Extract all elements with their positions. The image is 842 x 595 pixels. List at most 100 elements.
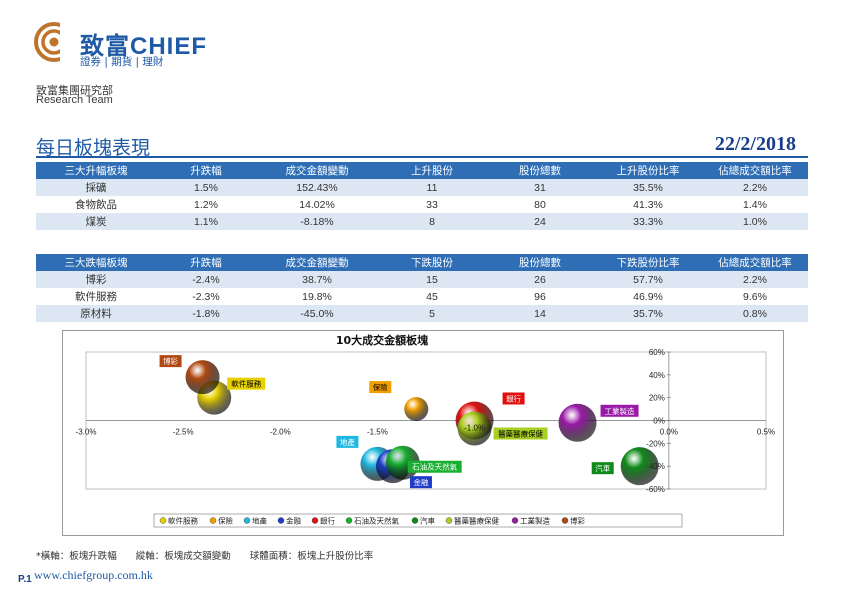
x-tick-label: -3.0% [76, 428, 97, 437]
y-tick-label: 40% [649, 371, 665, 380]
top-gainers-table: 三大升幅板塊 升跌幅 成交金額變動 上升股份 股份總數 上升股份比率 佔總成交額… [36, 162, 808, 230]
legend-marker [159, 517, 167, 524]
bubble-label-box [591, 462, 614, 475]
bubble-label: 保險 [373, 382, 388, 392]
legend-label: 軟件服務 [168, 516, 198, 526]
website-link[interactable]: www.chiefgroup.com.hk [34, 568, 153, 582]
column-header: 成交金額變動 [256, 162, 378, 179]
column-header: 下跌股份比率 [594, 254, 702, 271]
bubble [185, 360, 220, 395]
column-header: 升跌幅 [156, 162, 256, 179]
legend-label: 工業製造 [520, 516, 550, 526]
department-name: 致富集團研究部 [36, 84, 113, 97]
table-cell: 35.5% [594, 179, 702, 196]
column-header: 上升股份比率 [594, 162, 702, 179]
column-header: 佔總成交額比率 [702, 162, 808, 179]
table-cell: 46.9% [633, 290, 663, 303]
table-cell: 1.1% [156, 213, 256, 230]
report-date: 22/2/2018 [714, 133, 796, 155]
column-header: 三大跌幅板塊 [36, 254, 156, 271]
table-cell: 11 [378, 179, 486, 196]
bubble-label-box [409, 476, 432, 489]
chart-legend: 軟件服務 保險 地產 金融 銀行 石油及天然氣 汽車 醫藥醫療保健 工業製造 博彩 [153, 513, 683, 528]
column-header: 升跌幅 [156, 254, 256, 271]
legend-marker [411, 517, 419, 524]
bubble [457, 411, 492, 446]
table-cell: 15 [378, 271, 486, 288]
bubble-label: 銀行 [506, 394, 521, 404]
x-tick-label: -1.5% [367, 428, 388, 437]
legend-marker [311, 517, 319, 524]
table-cell: 1.0% [702, 213, 808, 230]
bubble [558, 403, 597, 442]
legend-label: 銀行 [320, 516, 335, 526]
top-losers-table: 三大跌幅板塊 升跌幅 成交金額變動 下跌股份 股份總數 下跌股份比率 佔總成交額… [36, 254, 808, 322]
table-cell: 45 [426, 290, 438, 303]
x-tick-label: 0.5% [757, 428, 775, 437]
team-name: Research Team [36, 94, 113, 106]
table-cell: 軟件服務 [75, 291, 117, 303]
legend-label: 地產 [252, 516, 267, 526]
table-row: 食物飲品 1.2% 14.02% 33 80 41.3% 1.4% [36, 196, 808, 213]
y-tick-label: -60% [646, 485, 665, 494]
legend-marker [561, 517, 569, 524]
table-cell: 38.7% [256, 271, 378, 288]
table-cell: 1.2% [194, 198, 218, 211]
legend-marker [277, 517, 285, 524]
bubble-label: 軟件服務 [231, 379, 261, 389]
table-cell: -2.3% [192, 290, 220, 303]
table-cell: 煤炭 [36, 213, 156, 230]
column-header: 三大升幅板塊 [36, 162, 156, 179]
chart-footnote: *橫軸：板塊升跌幅 縱軸：板塊成交額變動 球體面積：板塊上升股份比率 [36, 551, 374, 562]
table-cell: 2.2% [702, 271, 808, 288]
table-cell: 41.3% [633, 198, 663, 211]
table-row: 博彩 -2.4% 38.7% 15 26 57.7% 2.2% [36, 271, 808, 288]
bubble-label: 地產 [340, 437, 355, 447]
table-row: 原材料 -1.8% -45.0% 5 14 35.7% 0.8% [36, 305, 808, 322]
y-tick-label: -20% [646, 439, 665, 448]
legend-label: 保險 [218, 516, 233, 526]
title-divider [36, 156, 808, 158]
table-cell: 14.02% [299, 198, 335, 211]
bubble-label: 金融 [413, 477, 428, 487]
table-row: 軟件服務 -2.3% 19.8% 45 96 46.9% 9.6% [36, 288, 808, 305]
legend-label: 醫藥醫療保健 [454, 516, 499, 526]
table-cell: -2.4% [156, 271, 256, 288]
column-header: 上升股份 [378, 162, 486, 179]
table-header-row: 三大升幅板塊 升跌幅 成交金額變動 上升股份 股份總數 上升股份比率 佔總成交額… [36, 162, 808, 179]
column-header: 股份總數 [486, 162, 594, 179]
column-header: 下跌股份 [378, 254, 486, 271]
legend-marker [345, 517, 353, 524]
table-cell: 1.4% [743, 198, 767, 211]
legend-label: 石油及天然氣 [354, 516, 399, 526]
brand-name: 致富CHIEF [80, 33, 207, 60]
bubble [620, 447, 659, 486]
bubble [404, 397, 429, 422]
bubble-label: 汽車 [595, 463, 610, 473]
bubble-label-box [227, 377, 266, 390]
column-header: 成交金額變動 [256, 254, 378, 271]
table-cell: 9.6% [743, 290, 767, 303]
bubble-label-box [493, 427, 548, 440]
table-cell: 19.8% [302, 290, 332, 303]
bubble-label: 博彩 [163, 356, 178, 366]
y-tick-label: 20% [649, 394, 665, 403]
page-number: P.1 [18, 574, 32, 585]
table-cell: 31 [486, 179, 594, 196]
table-cell: 80 [534, 198, 546, 211]
table-cell: 食物飲品 [75, 199, 117, 211]
table-row: 採礦 1.5% 152.43% 11 31 35.5% 2.2% [36, 179, 808, 196]
table-cell: 博彩 [36, 271, 156, 288]
table-cell: 26 [486, 271, 594, 288]
legend-marker [445, 517, 453, 524]
column-header: 佔總成交額比率 [702, 254, 808, 271]
bubble-chart: 10大成交金額板塊 -3.0% -2.5% -2.0% -1.5% 0.0% 0.5% 60… [76, 333, 775, 528]
bubble-label: 工業製造 [605, 406, 635, 416]
legend-label: 博彩 [570, 516, 585, 526]
brand-tagline: 證券 | 期貨 | 理財 [80, 56, 164, 68]
table-cell: 24 [486, 213, 594, 230]
table-cell: -1.8% [156, 305, 256, 322]
table-cell: 2.2% [702, 179, 808, 196]
table-cell: 35.7% [594, 305, 702, 322]
column-header: 股份總數 [486, 254, 594, 271]
